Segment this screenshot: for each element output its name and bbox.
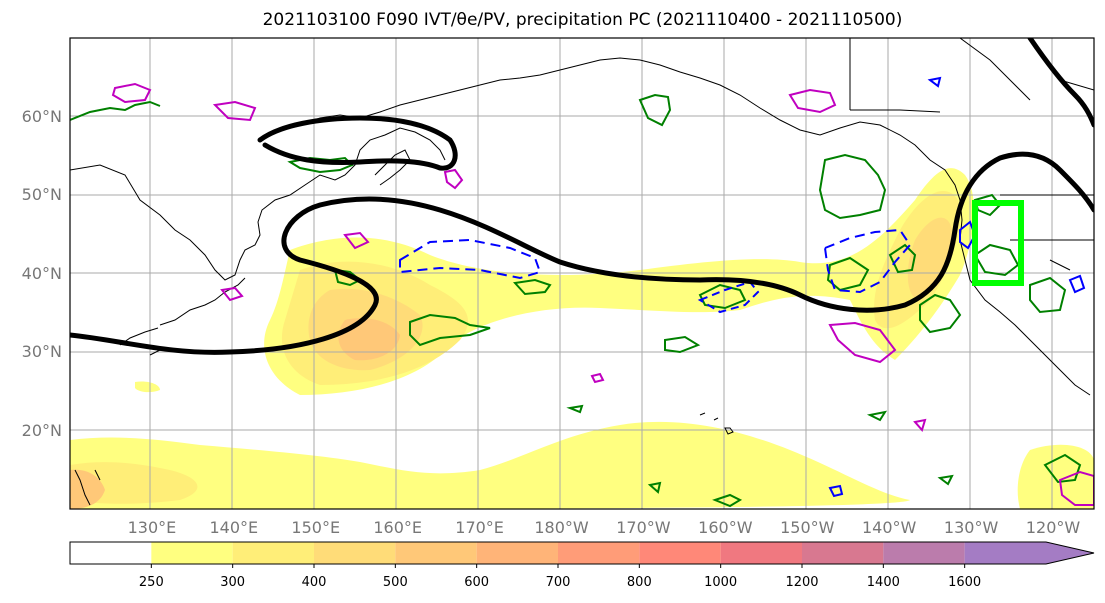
blue-solid-4 xyxy=(927,76,942,88)
map-gridlines xyxy=(70,38,1094,509)
philippines xyxy=(74,469,101,506)
pv-7 xyxy=(828,321,897,364)
colorbar-segment-7 xyxy=(639,542,721,564)
kamchatka-coastline xyxy=(374,149,411,186)
theta-e-south-2 xyxy=(566,404,743,508)
blue-dashed-3 xyxy=(697,280,760,314)
colorbar-label-8: 1200 xyxy=(785,575,819,590)
lon-label-9: 140°W xyxy=(862,518,917,537)
lon-label-11: 120°W xyxy=(1025,518,1081,537)
colorbar-label-6: 800 xyxy=(626,575,652,590)
ivt-shading xyxy=(70,168,1094,509)
blue-solid-2 xyxy=(1068,274,1086,294)
lat-label-2: 40°N xyxy=(21,263,62,283)
northamerica-coast xyxy=(849,38,1094,271)
lon-label-0: 130°E xyxy=(127,518,177,537)
lon-label-10: 130°W xyxy=(943,518,999,537)
asia-coastline xyxy=(70,57,1091,396)
colorbar-segment-9 xyxy=(802,542,884,564)
colorbar-segment-3 xyxy=(314,542,396,564)
pv-1 xyxy=(111,82,152,104)
ivt-south-band xyxy=(70,421,910,509)
colorbar-segment-10 xyxy=(883,542,965,564)
map-frame xyxy=(69,37,1095,510)
lat-label-0: 60°N xyxy=(21,106,62,126)
theta-e-gulf-alaska xyxy=(818,153,887,220)
colorbar-label-2: 400 xyxy=(301,575,327,590)
coastlines xyxy=(70,38,1094,506)
jet-ne-branch xyxy=(1027,38,1094,128)
theta-e-coast-3 xyxy=(919,293,962,334)
theta-e-siberia xyxy=(287,156,354,174)
colorbar-segment-8 xyxy=(720,542,802,564)
lat-label-4: 20°N xyxy=(21,420,62,440)
jet-streamline xyxy=(70,38,1094,355)
lon-label-8: 150°W xyxy=(780,518,835,537)
colorbar-segment-1 xyxy=(151,542,233,564)
theta-e-west-pac-1 xyxy=(409,313,491,347)
colorbar-segment-11 xyxy=(964,542,1094,564)
lon-label-2: 150°E xyxy=(291,518,341,537)
lat-label-1: 50°N xyxy=(21,185,62,204)
blue-dashed-2 xyxy=(823,228,912,294)
ivt-southeast-band xyxy=(1017,444,1094,509)
ivt-southwest-500 xyxy=(70,469,105,509)
jet-north-loop xyxy=(257,115,458,171)
colorbar-label-3: 500 xyxy=(382,575,408,590)
colorbar-segment-4 xyxy=(395,542,477,564)
blue-contours xyxy=(399,76,1086,498)
blue-solid-1 xyxy=(959,220,977,250)
ivt-coast-400 xyxy=(907,217,952,300)
pv-2 xyxy=(212,100,257,122)
lon-label-4: 170°E xyxy=(455,518,504,537)
pv-6 xyxy=(220,286,244,302)
theta-e-east-pac-2 xyxy=(664,335,701,354)
colorbar-segment-5 xyxy=(476,542,558,564)
theta-e-coast-2 xyxy=(888,243,917,274)
colorbar-label-1: 300 xyxy=(220,575,246,590)
highlight-box xyxy=(972,200,1024,286)
colorbar-label-10: 1600 xyxy=(948,575,982,590)
theta-e-west-pac-2 xyxy=(333,268,362,287)
pv-10 xyxy=(1058,470,1094,506)
colorbar-segment-0 xyxy=(70,542,152,564)
jet-main xyxy=(70,151,1094,355)
figure-title: 2021103100 F090 IVT/θe/PV, precipitation… xyxy=(262,10,903,30)
pv-3 xyxy=(788,88,837,114)
ivt-small-patch xyxy=(135,381,160,393)
theta-e-east-pac-1 xyxy=(698,283,747,310)
theta-e-coast-1 xyxy=(826,256,870,292)
lon-label-7: 160°W xyxy=(698,518,753,537)
theta-e-n-pacific-1 xyxy=(70,100,161,121)
pv-8 xyxy=(590,372,605,384)
theta-e-aleutian xyxy=(638,93,672,127)
pv-4 xyxy=(443,168,464,190)
colorbar-label-9: 1400 xyxy=(866,575,900,590)
colorbar-label-5: 700 xyxy=(545,575,571,590)
lon-label-3: 160°E xyxy=(373,518,422,537)
theta-e-mid-pac xyxy=(513,278,552,296)
colorbar-label-7: 1000 xyxy=(704,575,738,590)
colorbar xyxy=(69,541,1095,568)
colorbar-segment-6 xyxy=(558,542,640,564)
theta-e-contours xyxy=(70,93,1082,508)
colorbar-label-0: 250 xyxy=(138,575,164,590)
colorbar-outline xyxy=(69,541,1095,565)
lat-label-3: 30°N xyxy=(21,342,62,361)
lon-label-5: 180°W xyxy=(534,518,589,537)
hawaii-islands xyxy=(699,412,734,435)
blue-solid-3 xyxy=(828,484,844,498)
lon-label-1: 140°E xyxy=(209,518,259,537)
pv-9 xyxy=(913,418,927,433)
colorbar-segment-2 xyxy=(232,542,314,564)
lon-label-6: 170°W xyxy=(616,518,671,537)
colorbar-label-4: 600 xyxy=(464,575,490,590)
pv-magenta-contours xyxy=(111,82,1094,506)
pv-5 xyxy=(343,231,370,250)
blue-dashed-1 xyxy=(399,238,542,280)
